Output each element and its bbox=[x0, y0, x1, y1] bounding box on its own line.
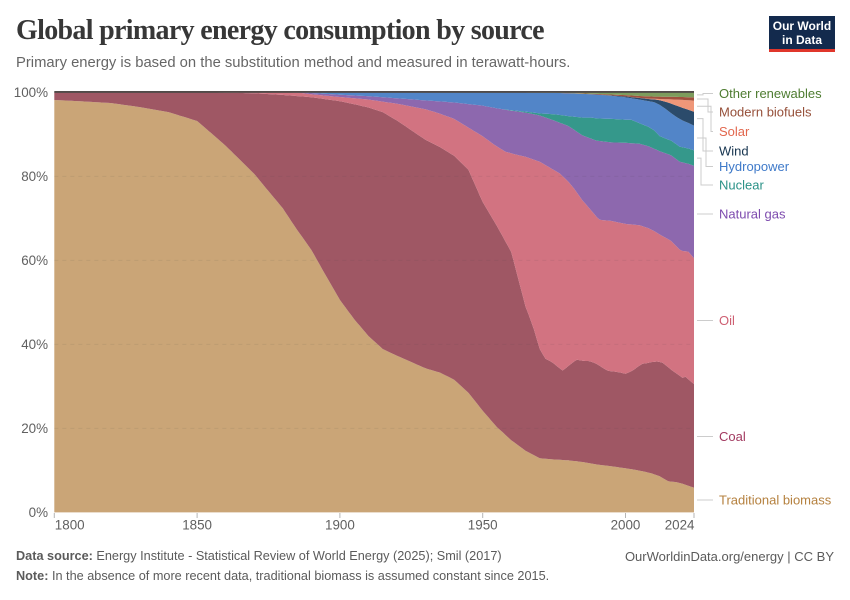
svg-text:Hydropower: Hydropower bbox=[719, 159, 790, 174]
svg-text:60%: 60% bbox=[21, 253, 48, 268]
svg-text:1900: 1900 bbox=[325, 518, 355, 533]
svg-text:1950: 1950 bbox=[468, 518, 498, 533]
svg-text:20%: 20% bbox=[21, 421, 48, 436]
svg-text:Modern biofuels: Modern biofuels bbox=[719, 105, 812, 120]
svg-text:1850: 1850 bbox=[182, 518, 212, 533]
svg-text:Solar: Solar bbox=[719, 124, 750, 139]
svg-text:Natural gas: Natural gas bbox=[719, 207, 786, 222]
svg-text:100%: 100% bbox=[14, 85, 48, 100]
svg-text:40%: 40% bbox=[21, 337, 48, 352]
svg-text:Nuclear: Nuclear bbox=[719, 178, 764, 193]
svg-text:Oil: Oil bbox=[719, 313, 735, 328]
svg-text:Traditional biomass: Traditional biomass bbox=[719, 493, 832, 508]
svg-text:2000: 2000 bbox=[611, 518, 641, 533]
svg-text:80%: 80% bbox=[21, 169, 48, 184]
svg-text:Wind: Wind bbox=[719, 144, 749, 159]
svg-text:2024: 2024 bbox=[665, 518, 695, 533]
svg-text:1800: 1800 bbox=[55, 518, 85, 533]
svg-text:Coal: Coal bbox=[719, 429, 746, 444]
svg-text:0%: 0% bbox=[29, 505, 48, 520]
svg-text:Other renewables: Other renewables bbox=[719, 86, 822, 101]
